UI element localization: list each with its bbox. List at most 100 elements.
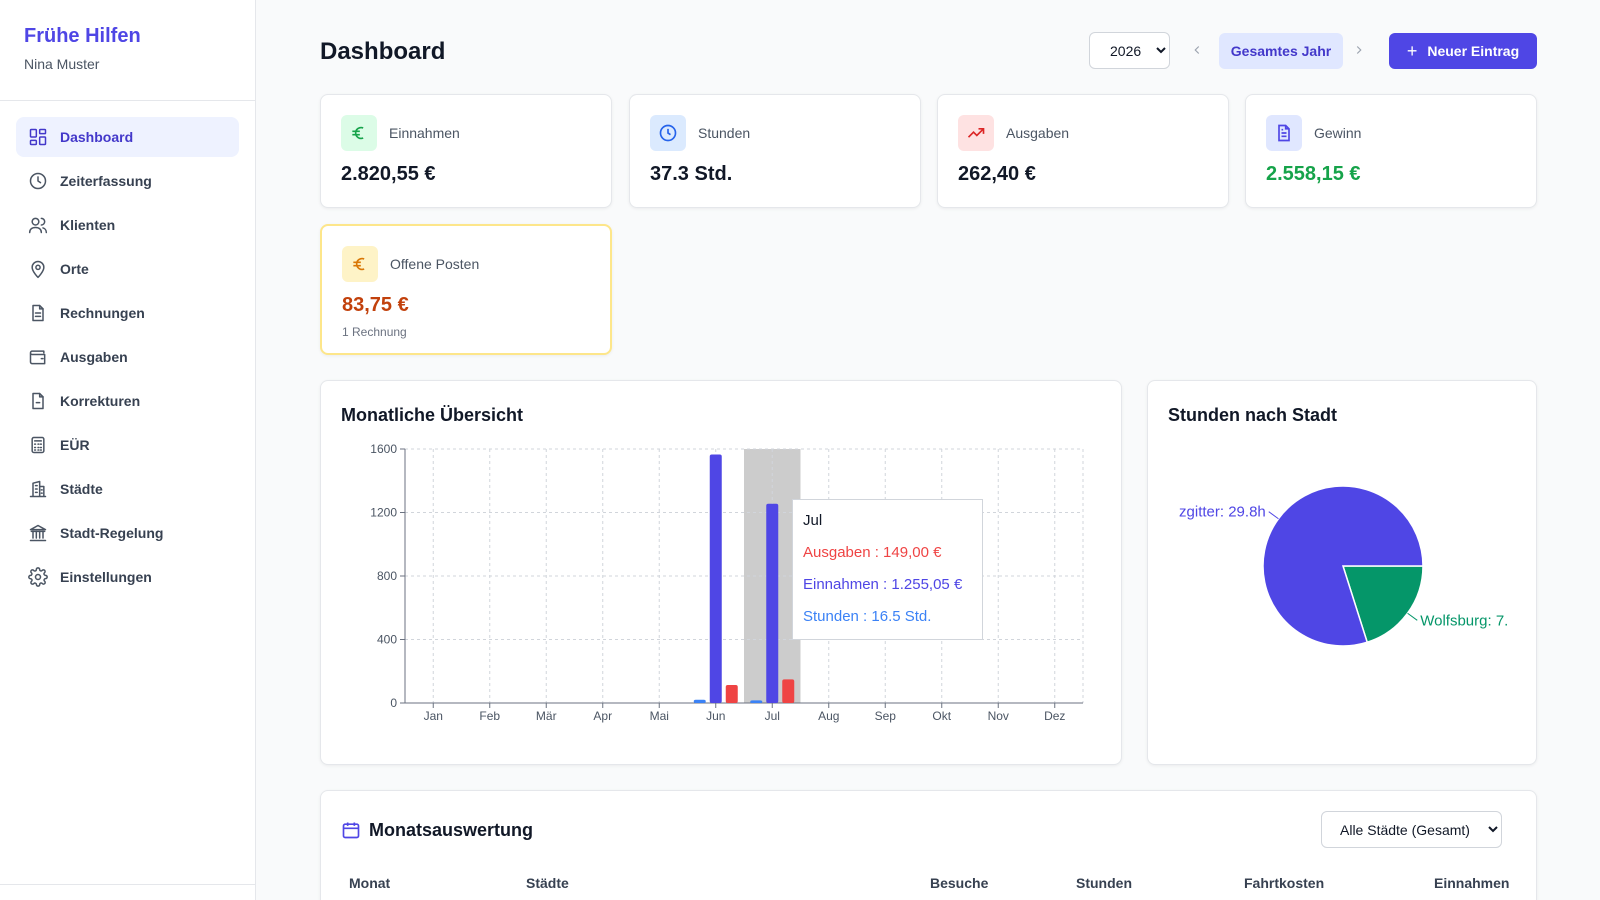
sidebar-item-dashboard[interactable]: Dashboard xyxy=(16,117,239,157)
sidebar-item-stadt-regelung[interactable]: Stadt-Regelung xyxy=(16,513,239,553)
users-icon xyxy=(28,217,48,234)
sidebar-item-euer[interactable]: EÜR xyxy=(16,425,239,465)
clock-icon xyxy=(29,172,47,190)
pie-label: zgitter: 29.8h xyxy=(1179,504,1266,521)
x-tick-label: Dez xyxy=(1044,709,1065,723)
sidebar-item-rechnungen[interactable]: Rechnungen xyxy=(16,293,239,333)
monthly-bar-chart[interactable]: 0 400 800 1200 1600 Jan Feb Mär Apr Mai Jun Jul Aug S… xyxy=(321,381,1121,764)
wallet-icon xyxy=(29,350,46,365)
chevron-right-icon xyxy=(1356,46,1362,54)
sidebar-item-label: EÜR xyxy=(60,437,90,453)
income-value: 2.820,55 € xyxy=(341,163,436,185)
sidebar-item-label: Einstellungen xyxy=(60,569,152,585)
y-tick-label: 400 xyxy=(377,633,397,647)
bar-stunden xyxy=(693,699,706,703)
user-name: Nina Muster xyxy=(24,56,100,72)
app-title: Frühe Hilfen xyxy=(24,25,141,47)
next-period-button[interactable] xyxy=(1347,38,1371,62)
sidebar-item-zeiterfassung[interactable]: Zeiterfassung xyxy=(16,161,239,201)
sidebar: Frühe Hilfen Nina Muster Dashboard Zeiter… xyxy=(0,0,256,900)
pie-label: Wolfsburg: 7. xyxy=(1420,612,1508,629)
map-pin-icon xyxy=(31,260,45,279)
hours-card: Stunden 37.3 Std. xyxy=(629,94,921,208)
city-filter-select[interactable]: Alle Städte (Gesamt) xyxy=(1321,811,1502,848)
y-tick-label: 1200 xyxy=(370,506,397,520)
year-select[interactable]: 2026 xyxy=(1089,32,1170,69)
landmark-icon xyxy=(29,524,47,542)
x-tick-label: Aug xyxy=(818,709,839,723)
x-tick-label: Nov xyxy=(988,709,1009,723)
sidebar-item-label: Dashboard xyxy=(60,129,134,145)
file-text-icon xyxy=(32,304,44,322)
month-evaluation-title: Monatsauswertung xyxy=(369,820,534,840)
x-tick-label: Jan xyxy=(424,709,443,723)
col-header-visits[interactable]: Besuche xyxy=(930,875,989,891)
main-content: Dashboard 2026 Gesamtes Jahr + Neuer Ein… xyxy=(256,0,1600,900)
col-header-month[interactable]: Monat xyxy=(349,875,391,891)
profit-value: 2.558,15 € xyxy=(1266,163,1361,185)
x-tick-label: Feb xyxy=(479,709,500,723)
col-header-income[interactable]: Einnahmen xyxy=(1434,875,1510,891)
chart-tooltip: Jul Ausgaben : 149,00 € Einnahmen : 1.25… xyxy=(792,499,983,640)
pie-label-line xyxy=(1268,511,1279,520)
sidebar-footer xyxy=(0,884,255,900)
col-header-hours[interactable]: Stunden xyxy=(1076,875,1132,891)
brand-area: Frühe Hilfen Nina Muster xyxy=(0,0,255,101)
bar-einnahmen xyxy=(766,503,779,703)
sidebar-item-label: Korrekturen xyxy=(60,393,141,409)
expenses-card: Ausgaben 262,40 € xyxy=(937,94,1229,208)
pie-label-line xyxy=(1407,612,1418,621)
calendar-icon xyxy=(342,822,360,839)
x-tick-label: Sep xyxy=(875,709,897,723)
sidebar-item-orte[interactable]: Orte xyxy=(16,249,239,289)
bar-einnahmen xyxy=(709,454,722,703)
hours-label: Stunden xyxy=(698,125,751,141)
building-icon xyxy=(29,480,47,498)
monthly-chart-panel: Monatliche Übersicht 0 400 800 1200 1600 Jan F… xyxy=(320,380,1122,765)
prev-period-button[interactable] xyxy=(1185,38,1209,62)
sidebar-item-label: Städte xyxy=(60,481,103,497)
sidebar-item-label: Stadt-Regelung xyxy=(60,525,164,541)
x-tick-label: Jul xyxy=(765,709,780,723)
sidebar-item-label: Klienten xyxy=(60,217,116,233)
chevron-left-icon xyxy=(1194,46,1200,54)
page-title: Dashboard xyxy=(320,38,446,65)
col-header-cities[interactable]: Städte xyxy=(526,875,569,891)
bar-ausgaben xyxy=(782,679,795,703)
col-header-travel-costs[interactable]: Fahrtkosten xyxy=(1244,875,1325,891)
city-hours-panel: Stunden nach Stadt Wolfsburg: 7. zgitter:… xyxy=(1147,380,1537,765)
expenses-value: 262,40 € xyxy=(958,163,1036,185)
open-items-value: 83,75 € xyxy=(342,294,409,316)
pie-slice xyxy=(1341,565,1424,644)
x-tick-label: Okt xyxy=(932,709,951,723)
tooltip-hours: Stunden : 16.5 Std. xyxy=(803,608,932,625)
bar-stunden xyxy=(750,700,763,703)
sidebar-item-ausgaben[interactable]: Ausgaben xyxy=(16,337,239,377)
y-tick-label: 0 xyxy=(390,696,397,710)
calculator-icon xyxy=(31,436,45,454)
bar-ausgaben xyxy=(725,684,738,703)
file-text-icon xyxy=(1266,115,1302,151)
grid-icon xyxy=(29,128,47,146)
y-tick-label: 800 xyxy=(377,569,397,583)
open-items-card[interactable]: Offene Posten 83,75 € 1 Rechnung xyxy=(320,224,612,355)
sidebar-item-label: Ausgaben xyxy=(60,349,128,365)
sidebar-item-label: Rechnungen xyxy=(60,305,145,321)
sidebar-item-korrekturen[interactable]: Korrekturen xyxy=(16,381,239,421)
sidebar-item-staedte[interactable]: Städte xyxy=(16,469,239,509)
sidebar-item-einstellungen[interactable]: Einstellungen xyxy=(16,557,239,597)
city-hours-title: Stunden nach Stadt xyxy=(1168,405,1338,425)
sidebar-nav: Dashboard Zeiterfassung Klienten Orte Rechnu… xyxy=(0,101,255,617)
tooltip-expenses: Ausgaben : 149,00 € xyxy=(803,544,942,561)
profit-card: Gewinn 2.558,15 € xyxy=(1245,94,1537,208)
sidebar-item-klienten[interactable]: Klienten xyxy=(16,205,239,245)
sidebar-item-label: Orte xyxy=(60,261,89,277)
x-tick-label: Apr xyxy=(593,709,612,723)
new-entry-button[interactable]: + Neuer Eintrag xyxy=(1389,33,1537,69)
city-hours-pie-chart[interactable]: Wolfsburg: 7. zgitter: 29.8h xyxy=(1168,441,1518,741)
tooltip-income: Einnahmen : 1.255,05 € xyxy=(803,576,963,593)
open-items-label: Offene Posten xyxy=(390,256,480,272)
tooltip-month: Jul xyxy=(803,512,823,529)
period-button[interactable]: Gesamtes Jahr xyxy=(1219,33,1343,69)
new-entry-label: Neuer Eintrag xyxy=(1427,43,1520,59)
